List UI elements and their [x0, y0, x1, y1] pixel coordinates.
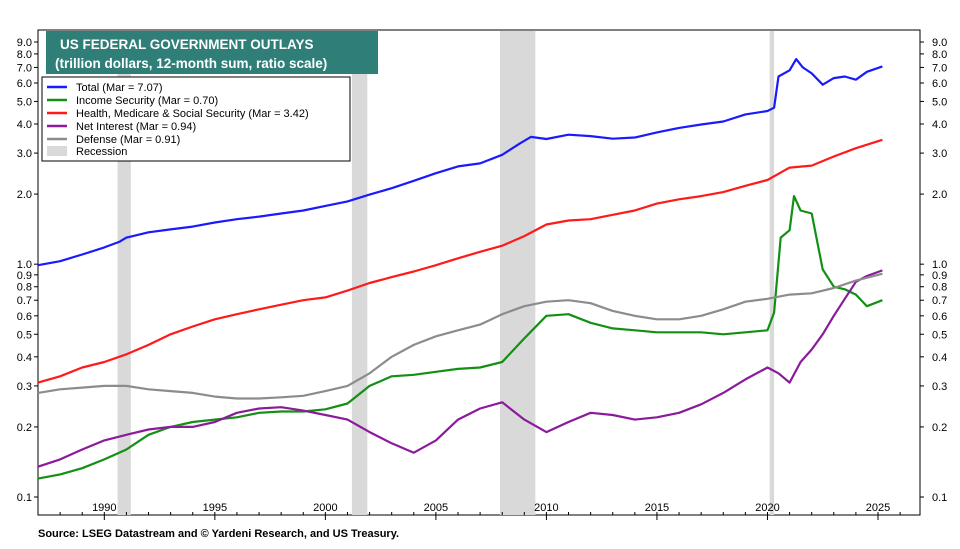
y-tick-label: 0.5: [932, 329, 947, 341]
y-tick-label: 0.1: [932, 492, 947, 504]
legend-recession-swatch: [47, 146, 67, 156]
y-tick-label: 0.2: [17, 422, 32, 434]
x-tick-label: 2000: [313, 502, 337, 514]
recession-band: [351, 31, 368, 515]
x-tick-label: 1995: [203, 502, 227, 514]
series-lines: [37, 58, 883, 480]
y-tick-label: 0.9: [932, 270, 947, 282]
y-tick-label: 0.7: [932, 295, 947, 307]
y-tick-label: 4.0: [932, 119, 947, 131]
y-tick-label: 0.8: [932, 282, 947, 294]
y-tick-label: 6.0: [17, 78, 32, 90]
y-tick-label: 1.0: [17, 259, 32, 271]
y-tick-label: 0.7: [17, 295, 32, 307]
x-tick-label: 2005: [424, 502, 448, 514]
y-axis-right: 0.1 0.2 0.3 0.4 0.5 0.6 0.70.80.91.0 2.0 3.0 4.0 5…: [920, 37, 947, 504]
y-tick-label: 0.9: [17, 270, 32, 282]
y-tick-label: 8.0: [932, 49, 947, 61]
y-tick-label: 0.5: [17, 329, 32, 341]
series-line-4: [37, 272, 883, 400]
y-tick-label: 0.4: [17, 352, 32, 364]
y-tick-label: 3.0: [932, 148, 947, 160]
series-line-3: [37, 269, 883, 468]
y-tick-label: 5.0: [932, 96, 947, 108]
y-tick-label: 2.0: [17, 189, 32, 201]
y-tick-label: 9.0: [932, 37, 947, 49]
legend-label: Total (Mar = 7.07): [76, 82, 163, 94]
y-tick-label: 6.0: [932, 78, 947, 90]
y-tick-label: 0.8: [17, 282, 32, 294]
y-tick-label: 0.4: [932, 352, 947, 364]
y-tick-label: 0.2: [932, 422, 947, 434]
legend-label: Health, Medicare & Social Security (Mar …: [76, 108, 309, 120]
legend-label: Income Security (Mar = 0.70): [76, 95, 218, 107]
series-line-2: [37, 138, 883, 384]
y-tick-label: 0.1: [17, 492, 32, 504]
legend-recession-label: Recession: [76, 146, 127, 158]
x-axis: 1990 1995 2000 2005 2010 2015 2020 2025: [37, 502, 901, 520]
series-line-0: [37, 58, 883, 267]
y-tick-label: 0.6: [17, 311, 32, 323]
title-box: [46, 31, 378, 74]
y-tick-label: 2.0: [932, 189, 947, 201]
x-tick-label: 1990: [92, 502, 116, 514]
chart-title: US FEDERAL GOVERNMENT OUTLAYS: [60, 37, 314, 52]
source-note: Source: LSEG Datastream and © Yardeni Re…: [38, 528, 399, 540]
y-tick-label: 5.0: [17, 96, 32, 108]
series-line-1: [37, 195, 883, 480]
y-tick-label: 8.0: [17, 49, 32, 61]
x-tick-label: 2020: [755, 502, 779, 514]
y-tick-label: 1.0: [932, 259, 947, 271]
y-tick-label: 4.0: [17, 119, 32, 131]
legend: Total (Mar = 7.07)Income Security (Mar =…: [47, 82, 309, 146]
y-tick-label: 0.3: [17, 381, 32, 393]
y-axis-left: 0.1 0.2 0.3 0.4 0.5 0.6 0.70.80.91.0 2.0 3.0 4.0 5…: [17, 37, 38, 504]
x-tick-label: 2015: [645, 502, 669, 514]
x-tick-label: 2025: [866, 502, 890, 514]
y-tick-label: 7.0: [932, 62, 947, 74]
legend-label: Net Interest (Mar = 0.94): [76, 121, 196, 133]
recession-band: [769, 31, 775, 515]
plot-frame: [37, 29, 921, 516]
y-tick-label: 9.0: [17, 37, 32, 49]
legend-box: [41, 76, 351, 162]
y-tick-label: 0.3: [932, 381, 947, 393]
y-tick-label: 7.0: [17, 62, 32, 74]
legend-label: Defense (Mar = 0.91): [76, 134, 180, 146]
x-tick-label: 2010: [534, 502, 558, 514]
recession-band: [500, 31, 536, 515]
y-tick-label: 3.0: [17, 148, 32, 160]
chart-subtitle: (trillion dollars, 12-month sum, ratio s…: [55, 56, 327, 71]
y-tick-label: 0.6: [932, 311, 947, 323]
